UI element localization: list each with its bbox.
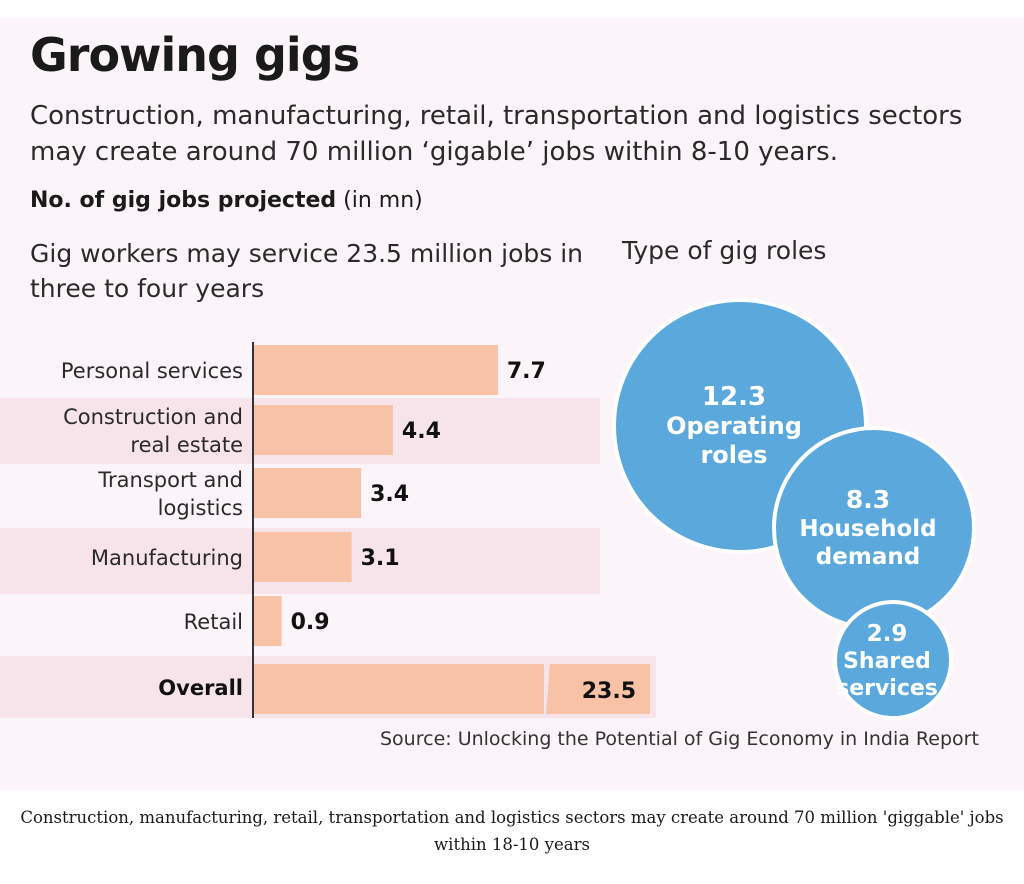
bar-value-label-overall: 23.5 — [582, 679, 636, 704]
category-label: Transport and — [97, 468, 243, 492]
bar-value-label: 3.4 — [370, 482, 409, 507]
bubble-value-label: 12.3 — [702, 382, 766, 412]
bar — [253, 596, 282, 646]
bar-value-label: 4.4 — [402, 419, 441, 444]
bubble-category-label: Operating — [666, 412, 802, 440]
category-label: Retail — [184, 610, 243, 634]
category-label: Personal services — [61, 359, 243, 383]
bar — [253, 405, 393, 455]
bubble-chart-title: Type of gig roles — [622, 236, 827, 265]
bubble-category-label: services — [836, 676, 938, 701]
bubble-category-label: demand — [816, 544, 920, 570]
bubble-category-label: roles — [700, 441, 767, 469]
bar-overall-end — [546, 664, 650, 714]
bubble — [833, 600, 953, 720]
bubble-value-label: 2.9 — [867, 621, 908, 647]
bar-value-label: 3.1 — [361, 546, 400, 571]
category-label-overall: Overall — [158, 676, 243, 700]
category-label: Construction and — [63, 405, 243, 429]
bubble-value-label: 8.3 — [846, 485, 890, 514]
bar — [253, 345, 498, 395]
category-label: real estate — [130, 433, 243, 457]
infographic-title: Growing gigs — [30, 28, 360, 82]
bar — [253, 468, 362, 518]
bar — [253, 532, 352, 582]
bar-chart-title: Gig workers may service 23.5 million job… — [30, 239, 583, 303]
bar-value-label: 0.9 — [291, 610, 330, 635]
source-note: Source: Unlocking the Potential of Gig E… — [380, 728, 979, 750]
bubble-category-label: Shared — [843, 649, 931, 674]
measure-title: No. of gig jobs projected (in mn) — [30, 188, 423, 213]
infographic-subtitle: Construction, manufacturing, retail, tra… — [30, 101, 963, 167]
bar-value-label: 7.7 — [507, 359, 546, 384]
category-label: logistics — [158, 496, 243, 520]
bar-overall — [253, 664, 544, 714]
measure-title-bold: No. of gig jobs projected — [30, 188, 337, 213]
category-label: Manufacturing — [91, 546, 243, 570]
image-caption: Construction, manufacturing, retail, tra… — [20, 808, 1004, 854]
bubble-category-label: Household — [799, 516, 936, 542]
measure-unit: (in mn) — [336, 188, 423, 213]
